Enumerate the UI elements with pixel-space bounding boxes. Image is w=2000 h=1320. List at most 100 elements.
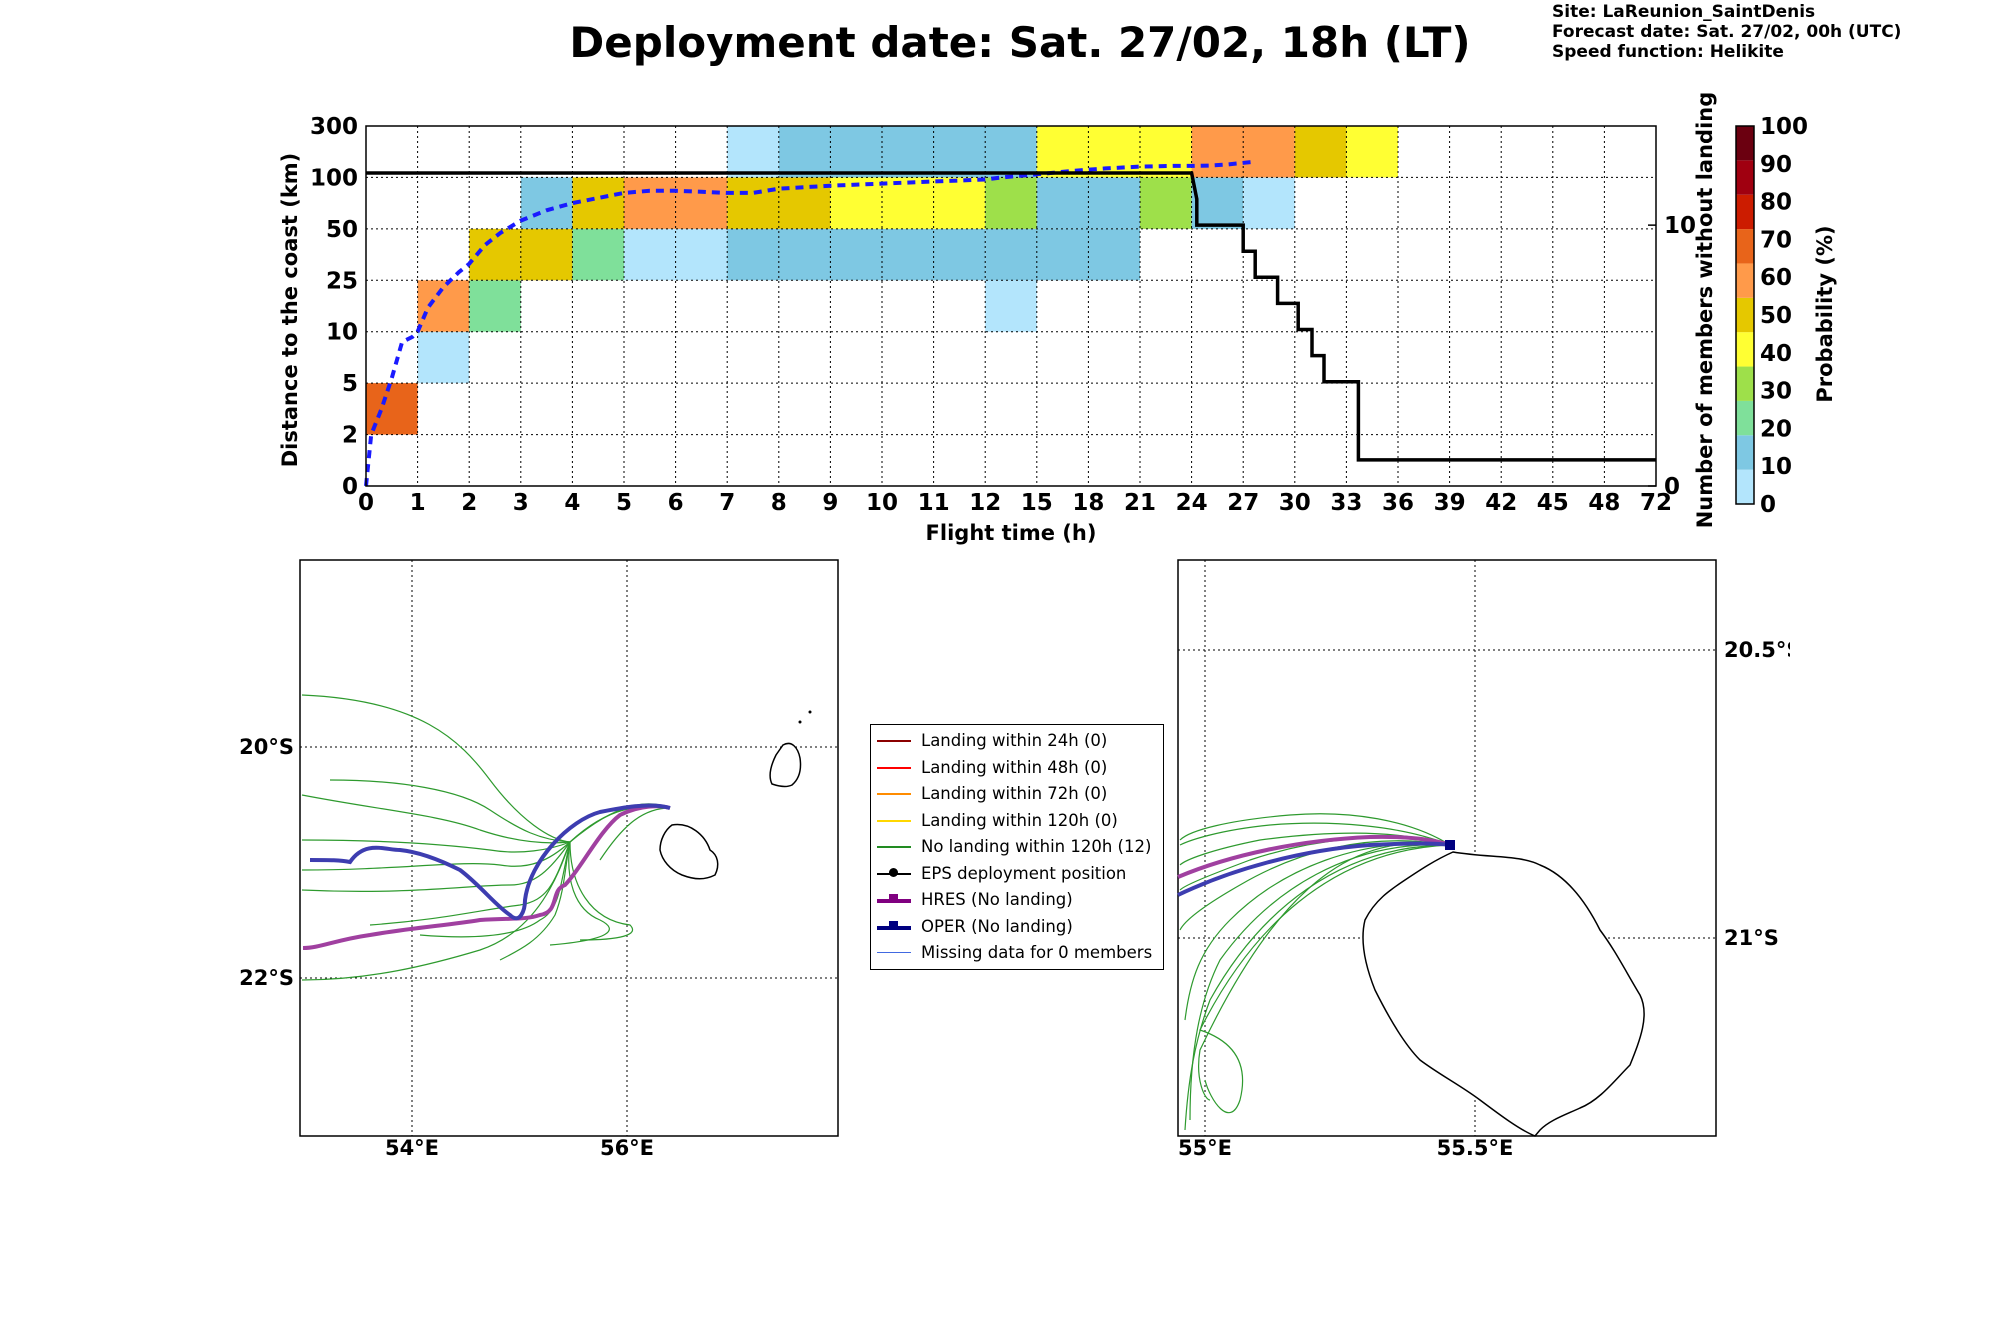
x-tick-label: 42 [1485, 490, 1517, 516]
y-tick-label: 300 [310, 114, 358, 140]
reunion-island-right [1362, 851, 1645, 1137]
legend-label: Missing data for 0 members [921, 943, 1153, 962]
heatmap-cell [520, 228, 573, 281]
map-left: 54°E 56°E 20°S 22°S [239, 559, 839, 1160]
x-tick-label: 30 [1279, 490, 1311, 516]
legend-entry: HRES (No landing) [871, 890, 1161, 910]
oper-trajectory-zoom [1177, 841, 1451, 897]
heatmap-cell [727, 126, 779, 178]
heatmap-cell [985, 280, 1037, 332]
x-tick-label: 7 [719, 490, 735, 516]
colorbar-swatch [1736, 229, 1754, 264]
colorbar-swatch [1736, 469, 1754, 504]
x-axis-label: Flight time (h) [926, 521, 1097, 545]
legend-label: HRES (No landing) [921, 890, 1073, 909]
map-right-ytick: 20.5°S [1724, 638, 1790, 662]
info-block: Site: LaReunion_SaintDenis Forecast date… [1552, 2, 1901, 62]
colorbar-tick-label: 0 [1760, 492, 1776, 518]
x-tick-label: 0 [358, 490, 374, 516]
x-tick-label: 2 [461, 490, 477, 516]
y2-tick-labels: 0 10 [1648, 213, 1696, 500]
heatmap-cell [1294, 126, 1347, 178]
x-tick-label: 21 [1124, 490, 1156, 516]
legend-swatch [877, 952, 911, 953]
x-tick-label: 1 [410, 490, 426, 516]
x-tick-label: 72 [1640, 490, 1672, 516]
legend-label: No landing within 120h (12) [921, 837, 1152, 856]
colorbar-swatch [1736, 194, 1754, 230]
legend-entry: Landing within 24h (0) [871, 731, 1161, 751]
islet-dot [798, 720, 802, 724]
colorbar-tick-label: 100 [1760, 114, 1808, 140]
x-tick-label: 24 [1176, 490, 1208, 516]
legend-entry: Landing within 72h (0) [871, 784, 1161, 804]
mauritius-island [769, 742, 802, 788]
legend-label: Landing within 72h (0) [921, 784, 1108, 803]
map-left-grid [300, 560, 838, 1136]
legend-marker [889, 867, 898, 877]
series-lines [364, 160, 1656, 487]
x-tick-labels: 0 1 2 3 4 5 6 7 8 9 10 11 12 15 18 21 24 27 30 33 36 39 42 45 48… [358, 490, 1672, 516]
probability-chart: 0 1 2 3 4 5 6 7 8 9 10 11 12 15 18 21 24 27 30 33 36 39 42 45 48… [278, 92, 1837, 545]
heatmap-cell [1346, 126, 1398, 178]
colorbar-tick-label: 10 [1760, 454, 1792, 480]
colorbar-swatch [1736, 366, 1754, 401]
colorbar-swatch [1736, 263, 1754, 298]
heatmap-cell [417, 331, 470, 384]
map-left-ytick: 22°S [239, 966, 294, 990]
heatmap-cell [520, 177, 573, 229]
legend-entry: EPS deployment position [871, 864, 1161, 884]
site-label: Site: LaReunion_SaintDenis [1552, 2, 1816, 22]
legend-label: OPER (No landing) [921, 916, 1073, 936]
map-right: 55°E 55.5°E 20.5°S 21°S [1177, 559, 1790, 1160]
x-tick-label: 3 [513, 490, 529, 516]
legend-marker [889, 920, 898, 930]
x-tick-label: 45 [1537, 490, 1569, 516]
legend-label: Landing within 120h (0) [921, 810, 1118, 830]
y-tick-label: 10 [326, 320, 358, 346]
colorbar-frame [1735, 125, 1755, 505]
colorbar-swatch [1736, 297, 1754, 333]
heatmap-cell [778, 126, 1037, 178]
colorbar-swatch [1736, 332, 1754, 367]
colorbar-swatch [1736, 400, 1754, 436]
colorbar-tick-label: 50 [1760, 303, 1792, 329]
x-tick-label: 5 [616, 490, 632, 516]
x-tick-label: 15 [1021, 490, 1053, 516]
x-tick-label: 11 [918, 490, 950, 516]
legend-entry: Landing within 120h (0) [871, 811, 1161, 831]
legend-label: Landing within 24h (0) [921, 731, 1108, 750]
heatmap-cell [985, 228, 1140, 281]
x-tick-label: 48 [1588, 490, 1620, 516]
heatmap-cell [1191, 177, 1244, 229]
map-left-xtick: 56°E [600, 1136, 654, 1160]
x-tick-label: 9 [822, 490, 838, 516]
forecast-label: Forecast date: Sat. 27/02, 00h (UTC) [1552, 22, 1902, 42]
y2-axis-label: Number of members without landing [1693, 92, 1717, 529]
legend-swatch [877, 766, 911, 769]
legend: Landing within 24h (0) Landing within 48h… [870, 724, 1164, 970]
islet-dot [808, 710, 812, 714]
colorbar: 0 10 20 30 40 50 60 70 80 90 100 [1735, 114, 1808, 518]
x-tick-label: 33 [1330, 490, 1362, 516]
legend-label: EPS deployment position [921, 863, 1127, 883]
colorbar-swatch [1736, 126, 1754, 161]
oper-trajectory [309, 803, 671, 921]
heatmap-cell [469, 280, 521, 332]
x-tick-label: 27 [1227, 490, 1259, 516]
heatmap-cell [1036, 126, 1192, 178]
legend-swatch [877, 819, 911, 822]
y-tick-label: 25 [326, 268, 358, 294]
plot-frame [365, 125, 1657, 487]
hres-trajectory-zoom [1177, 834, 1451, 879]
heatmap-cell [985, 177, 1037, 229]
x-tick-label: 10 [866, 490, 898, 516]
colorbar-tick-label: 90 [1760, 152, 1792, 178]
map-left-ytick: 20°S [239, 735, 294, 759]
heatmap-cells [366, 126, 1398, 435]
x-tick-label: 8 [771, 490, 787, 516]
y-tick-label: 5 [342, 371, 358, 397]
colorbar-swatch [1736, 435, 1754, 470]
heatmap-cell [572, 228, 624, 281]
